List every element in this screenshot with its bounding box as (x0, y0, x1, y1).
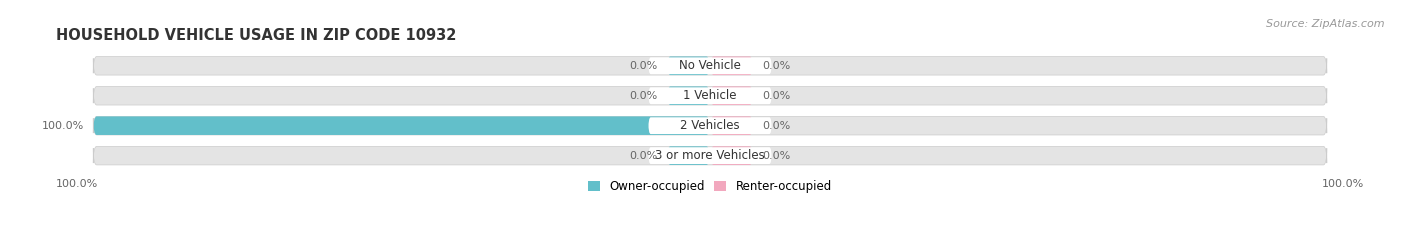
Text: 0.0%: 0.0% (630, 91, 658, 101)
Legend: Owner-occupied, Renter-occupied: Owner-occupied, Renter-occupied (588, 180, 832, 194)
FancyBboxPatch shape (648, 117, 772, 134)
Text: 0.0%: 0.0% (762, 91, 790, 101)
Text: 100.0%: 100.0% (42, 121, 84, 131)
Text: 0.0%: 0.0% (630, 151, 658, 161)
Text: 3 or more Vehicles: 3 or more Vehicles (655, 149, 765, 162)
FancyBboxPatch shape (93, 116, 1327, 135)
FancyBboxPatch shape (710, 86, 754, 105)
FancyBboxPatch shape (93, 116, 710, 135)
FancyBboxPatch shape (666, 56, 710, 75)
FancyBboxPatch shape (666, 86, 710, 105)
Text: 100.0%: 100.0% (56, 179, 98, 189)
Text: No Vehicle: No Vehicle (679, 59, 741, 72)
Text: 1 Vehicle: 1 Vehicle (683, 89, 737, 102)
Text: Source: ZipAtlas.com: Source: ZipAtlas.com (1267, 19, 1385, 29)
Text: 0.0%: 0.0% (762, 61, 790, 71)
Text: 100.0%: 100.0% (1322, 179, 1364, 189)
FancyBboxPatch shape (648, 57, 772, 74)
FancyBboxPatch shape (666, 146, 710, 165)
FancyBboxPatch shape (93, 56, 1327, 75)
FancyBboxPatch shape (648, 147, 772, 164)
FancyBboxPatch shape (648, 87, 772, 104)
Text: 0.0%: 0.0% (762, 151, 790, 161)
Text: HOUSEHOLD VEHICLE USAGE IN ZIP CODE 10932: HOUSEHOLD VEHICLE USAGE IN ZIP CODE 1093… (56, 28, 457, 43)
FancyBboxPatch shape (93, 86, 1327, 105)
FancyBboxPatch shape (710, 56, 754, 75)
Text: 0.0%: 0.0% (630, 61, 658, 71)
Text: 0.0%: 0.0% (762, 121, 790, 131)
FancyBboxPatch shape (710, 146, 754, 165)
Text: 2 Vehicles: 2 Vehicles (681, 119, 740, 132)
FancyBboxPatch shape (93, 146, 1327, 165)
FancyBboxPatch shape (710, 116, 754, 135)
